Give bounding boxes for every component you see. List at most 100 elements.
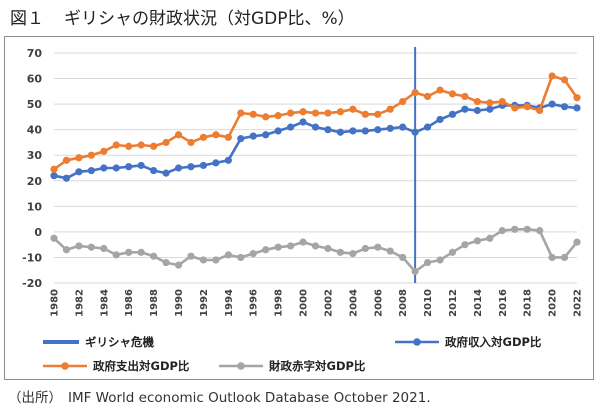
data-point — [486, 234, 494, 242]
data-point — [461, 92, 469, 101]
data-point — [112, 141, 120, 149]
data-point — [448, 248, 457, 256]
data-point — [299, 238, 307, 246]
y-tick-label: 70 — [27, 47, 43, 60]
data-point — [324, 109, 332, 117]
data-point — [349, 105, 357, 113]
data-point — [212, 131, 220, 139]
data-point — [423, 258, 432, 267]
data-point — [237, 253, 245, 262]
legend-label-crisis: ギリシャ危機 — [85, 335, 154, 349]
data-point — [87, 166, 95, 175]
data-point — [274, 243, 282, 251]
y-tick-label: 10 — [27, 200, 43, 213]
data-point — [374, 110, 382, 118]
data-point — [150, 142, 158, 150]
data-point — [511, 104, 519, 112]
data-point — [174, 164, 183, 172]
chart-frame: -20 -10 0 10 20 30 40 50 60 70 1980 1982 1984 1986 198… — [4, 36, 594, 380]
data-point — [498, 227, 506, 235]
data-point — [386, 105, 394, 113]
data-point — [473, 237, 481, 245]
data-point — [411, 89, 419, 97]
data-point — [112, 164, 120, 172]
data-point — [548, 72, 556, 80]
data-point — [573, 238, 581, 246]
legend-marker — [61, 362, 69, 370]
data-point — [112, 251, 120, 259]
data-point — [349, 250, 357, 258]
y-tick-label: 30 — [27, 149, 43, 162]
data-point — [62, 156, 71, 164]
data-point — [560, 103, 569, 111]
data-point — [137, 141, 145, 149]
data-point — [473, 97, 481, 106]
data-point — [411, 267, 419, 276]
data-point — [560, 253, 569, 262]
legend-marker — [237, 362, 245, 370]
data-point — [137, 248, 145, 256]
data-point — [498, 97, 506, 106]
data-point — [311, 242, 320, 250]
data-point — [311, 123, 320, 131]
data-point — [573, 104, 581, 112]
data-point — [349, 127, 357, 135]
data-point — [399, 97, 407, 106]
data-point — [137, 161, 145, 170]
data-point — [100, 164, 108, 172]
data-point — [523, 103, 531, 111]
data-point — [100, 244, 108, 253]
x-tick-label: 1996 — [249, 289, 260, 317]
data-point — [336, 108, 345, 116]
data-point — [548, 253, 556, 262]
data-point — [324, 244, 332, 253]
data-point — [436, 115, 444, 124]
data-point — [386, 124, 394, 132]
data-point — [212, 256, 220, 264]
data-point — [473, 106, 481, 115]
data-point — [174, 261, 183, 269]
data-point — [50, 234, 58, 242]
data-point — [486, 105, 494, 113]
data-point — [274, 127, 282, 135]
source-label: （出所） — [8, 390, 62, 406]
data-point — [411, 128, 419, 136]
data-point — [125, 142, 133, 150]
data-point — [162, 258, 170, 267]
data-point — [573, 94, 581, 102]
y-tick-label: 0 — [34, 226, 42, 239]
x-tick-label: 2000 — [299, 289, 310, 317]
data-point — [150, 252, 158, 260]
data-point — [224, 156, 232, 164]
x-tick-label: 1992 — [199, 289, 210, 317]
data-point — [286, 242, 295, 250]
x-tick-label: 2008 — [398, 289, 409, 317]
x-tick-label: 1998 — [274, 289, 285, 317]
data-point — [62, 246, 71, 254]
x-tick-label: 2018 — [523, 289, 534, 317]
data-point — [324, 126, 332, 134]
data-point — [511, 225, 519, 233]
data-point — [361, 244, 369, 253]
y-tick-label: 20 — [27, 175, 43, 188]
data-point — [536, 227, 544, 235]
data-point — [548, 100, 556, 108]
source-note: （出所） IMF World economic Outlook Database … — [8, 386, 431, 406]
data-point — [262, 131, 270, 139]
data-point — [162, 169, 170, 177]
data-point — [249, 132, 257, 140]
x-tick-label: 2004 — [348, 289, 359, 317]
data-point — [224, 251, 232, 259]
data-point — [560, 76, 569, 84]
x-tick-label: 1980 — [50, 289, 61, 317]
data-point — [75, 168, 83, 176]
data-point — [199, 133, 208, 141]
data-point — [212, 159, 220, 167]
data-point — [87, 243, 95, 251]
x-tick-label: 1990 — [174, 289, 185, 317]
data-point — [262, 113, 270, 121]
y-tick-label: 50 — [27, 98, 43, 111]
y-tick-label: -10 — [22, 251, 42, 264]
data-point — [486, 99, 494, 107]
data-point — [286, 109, 295, 117]
